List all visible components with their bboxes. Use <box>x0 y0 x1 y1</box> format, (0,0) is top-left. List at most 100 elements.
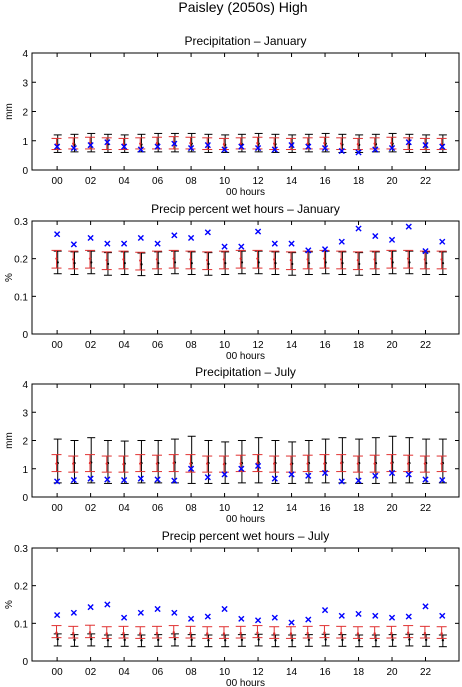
observed-marker <box>154 476 161 483</box>
x-tick-label: 00 <box>52 503 64 514</box>
observed-marker <box>305 247 312 254</box>
red-errorbar-mean <box>339 461 343 465</box>
observed-marker <box>204 142 211 149</box>
red-errorbar-mean <box>189 141 192 145</box>
red-errorbar-mean <box>323 462 326 465</box>
red-errorbar-mean <box>239 257 242 260</box>
observed-marker <box>104 139 111 146</box>
observed-stroke <box>121 240 128 247</box>
red-errorbar-mean <box>172 631 175 634</box>
black-errorbar-mean <box>156 261 160 265</box>
observed-stroke <box>187 615 195 622</box>
x-tick-label: 12 <box>252 340 264 351</box>
observed-marker <box>87 604 94 611</box>
black-errorbar-mean <box>90 637 93 641</box>
black-errorbar-mean <box>357 639 361 642</box>
y-tick-label: 1 <box>22 465 28 476</box>
red-errorbar-mean <box>139 259 142 262</box>
observed-marker <box>238 143 245 150</box>
red-errorbar-mean <box>406 257 410 260</box>
observed-marker <box>171 477 178 484</box>
black-errorbar-mean <box>190 638 193 642</box>
x-tick-label: 04 <box>119 667 131 678</box>
x-tick-label: 16 <box>319 176 331 187</box>
red-errorbar-mean <box>390 461 393 465</box>
observed-stroke <box>372 472 379 479</box>
observed-stroke <box>171 609 178 616</box>
observed-stroke <box>137 234 144 242</box>
observed-marker <box>121 240 128 247</box>
observed-stroke <box>288 142 295 149</box>
black-errorbar-mean <box>274 261 277 265</box>
observed-stroke <box>154 240 161 247</box>
black-errorbar-mean <box>408 638 411 641</box>
panel-2: Precip percent wet hours – January 0 0.1 0.… <box>4 202 460 362</box>
observed-stroke <box>422 248 429 255</box>
observed-stroke <box>187 144 195 152</box>
red-errorbar-mean <box>105 258 108 262</box>
red-errorbar-mean <box>189 631 192 635</box>
observed-marker <box>372 612 379 619</box>
observed-stroke <box>405 613 412 620</box>
observed-marker <box>288 240 295 247</box>
red-errorbar-mean <box>323 631 326 634</box>
observed-marker <box>422 142 429 149</box>
black-errorbar-mean <box>424 261 428 265</box>
observed-marker <box>121 476 128 484</box>
observed-marker <box>171 232 178 239</box>
observed-marker <box>238 615 245 622</box>
observed-stroke <box>254 228 262 235</box>
observed-stroke <box>355 225 362 232</box>
observed-stroke <box>288 240 295 247</box>
black-errorbar-mean <box>156 638 160 642</box>
observed-stroke <box>54 611 61 619</box>
red-errorbar-mean <box>423 462 427 465</box>
red-errorbar-mean <box>323 141 326 145</box>
red-errorbar-mean <box>373 142 376 145</box>
observed-marker <box>305 143 312 150</box>
observed-stroke <box>372 612 379 619</box>
y-tick-label: 0.2 <box>14 255 28 266</box>
observed-stroke <box>104 139 111 146</box>
observed-marker <box>288 471 295 478</box>
observed-stroke <box>221 243 228 250</box>
red-errorbar-mean <box>155 462 159 465</box>
observed-marker <box>221 605 228 613</box>
observed-marker <box>70 609 77 616</box>
red-errorbar-mean <box>406 631 410 634</box>
x-tick-label: 06 <box>152 667 164 678</box>
observed-stroke <box>388 614 396 621</box>
red-errorbar-mean <box>373 632 376 635</box>
x-tick-label: 22 <box>420 503 432 514</box>
observed-stroke <box>321 144 329 152</box>
black-errorbar-mean <box>274 639 277 642</box>
observed-stroke <box>221 471 228 478</box>
red-errorbar-mean <box>206 632 209 635</box>
red-errorbar-mean <box>239 462 242 465</box>
y-tick-label: 0.1 <box>14 619 28 630</box>
x-tick-label: 18 <box>353 503 365 514</box>
red-errorbar-mean <box>122 631 125 635</box>
y-axis-label: % <box>4 273 15 282</box>
observed-marker <box>254 462 262 470</box>
observed-stroke <box>305 247 312 254</box>
observed-marker <box>321 246 329 253</box>
observed-stroke <box>187 234 195 242</box>
black-errorbar-mean <box>140 263 143 266</box>
black-errorbar-mean <box>56 637 59 641</box>
observed-marker <box>137 609 144 616</box>
observed-marker <box>338 478 345 485</box>
y-tick-label: 3 <box>22 78 28 89</box>
observed-stroke <box>238 615 245 622</box>
observed-stroke <box>321 246 329 253</box>
observed-stroke <box>54 478 61 485</box>
y-axis-label: mm <box>4 103 15 120</box>
panel-title: Precip percent wet hours – July <box>162 529 329 543</box>
black-errorbar-mean <box>106 639 110 642</box>
red-errorbar-mean <box>55 631 58 634</box>
red-errorbar-mean <box>72 258 75 261</box>
axis-box <box>31 547 460 662</box>
observed-stroke <box>238 465 245 472</box>
y-axis-label: % <box>4 600 15 609</box>
observed-stroke <box>321 469 329 477</box>
